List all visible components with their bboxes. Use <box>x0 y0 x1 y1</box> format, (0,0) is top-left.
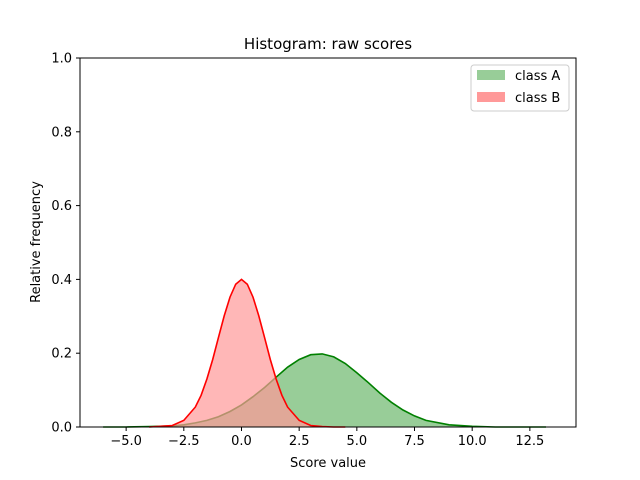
legend-swatch-class-b <box>477 92 505 102</box>
y-axis: 0.0 0.2 0.4 0.6 0.8 1.0 <box>51 52 80 436</box>
x-tick-label: −2.5 <box>168 434 200 449</box>
x-tick-label: 0.0 <box>231 434 252 449</box>
x-tick-label: −5.0 <box>110 434 142 449</box>
y-tick-label: 0.0 <box>51 421 72 436</box>
y-tick-label: 0.4 <box>51 273 72 288</box>
area-fill-class-b <box>149 279 346 427</box>
legend: class A class B <box>470 64 570 112</box>
x-tick-label: 7.5 <box>404 434 425 449</box>
x-tick-label: 12.5 <box>515 434 544 449</box>
x-tick-label: 5.0 <box>346 434 367 449</box>
y-tick-label: 0.6 <box>51 199 72 214</box>
y-tick-label: 0.2 <box>51 347 72 362</box>
x-tick-label: 10.0 <box>458 434 487 449</box>
y-tick-label: 1.0 <box>51 52 72 67</box>
plot-frame <box>79 57 577 428</box>
y-tick-label: 0.8 <box>51 125 72 140</box>
y-axis-label: Relative frequency <box>29 181 44 303</box>
legend-label-class-a: class A <box>515 69 560 84</box>
area-fill-class-a <box>103 353 546 427</box>
chart-title: Histogram: raw scores <box>244 35 412 53</box>
x-axis: −5.0 −2.5 0.0 2.5 5.0 7.5 10.0 12.5 <box>110 427 544 449</box>
x-axis-label: Score value <box>290 456 366 471</box>
legend-swatch-class-a <box>477 70 505 80</box>
x-tick-label: 2.5 <box>289 434 310 449</box>
density-line-class-b <box>149 278 346 428</box>
series-layer <box>103 278 546 428</box>
legend-label-class-b: class B <box>515 91 560 106</box>
